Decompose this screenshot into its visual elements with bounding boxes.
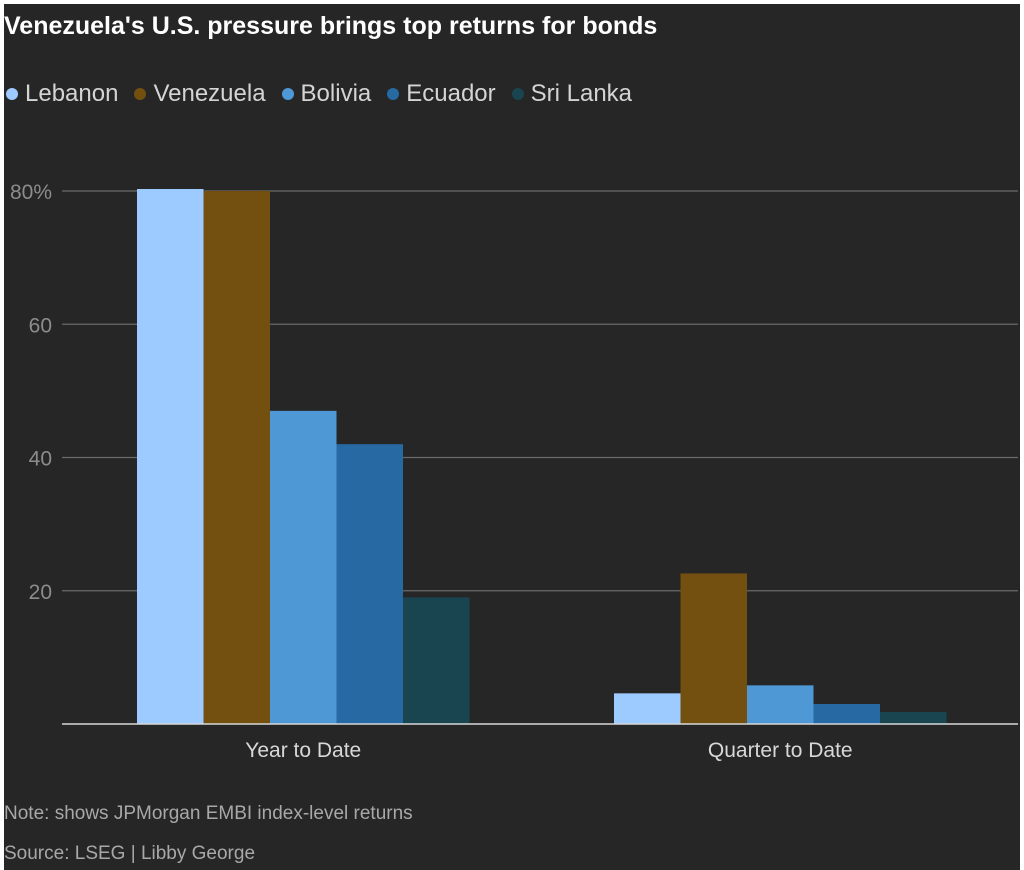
bar-bolivia [747,685,814,724]
x-category-label: Quarter to Date [708,739,853,762]
bar-venezuela [680,573,747,724]
legend-label-ecuador: Ecuador [406,80,496,107]
chart-title: Venezuela's U.S. pressure brings top ret… [4,12,658,40]
legend-item-bolivia: Bolivia [281,80,372,108]
y-tick-label: 40 [29,448,52,471]
bar-lebanon [614,693,681,724]
bar-sri-lanka [880,712,947,724]
y-tick-label: 20 [29,581,52,604]
bar-sri-lanka [403,597,470,724]
legend-item-ecuador: Ecuador [387,80,496,108]
legend-label-sri-lanka: Sri Lanka [530,80,633,107]
legend-swatch-venezuela [134,88,147,100]
y-tick-label: 80% [10,181,52,204]
legend-item-lebanon: Lebanon [6,80,118,108]
x-category-label: Year to Date [245,739,361,762]
legend-swatch-lebanon [6,88,18,100]
bar-lebanon [137,189,204,725]
legend-label-bolivia: Bolivia [300,80,372,107]
chart-source: Source: LSEG | Libby George [4,843,256,864]
chart-note: Note: shows JPMorgan EMBI index-level re… [4,803,413,824]
legend-label-venezuela: Venezuela [153,80,266,107]
bar-ecuador [336,444,403,724]
bar-ecuador [813,704,880,724]
chart-legend: Lebanon Venezuela Bolivia Ecuador Sri La… [6,80,648,108]
bar-venezuela [203,191,270,724]
legend-swatch-ecuador [387,88,400,100]
y-tick-label: 60 [29,314,52,337]
legend-label-lebanon: Lebanon [25,80,119,107]
legend-swatch-bolivia [281,88,294,100]
bar-bolivia [270,410,337,724]
legend-item-venezuela: Venezuela [134,80,266,108]
legend-item-sri-lanka: Sri Lanka [511,80,633,108]
legend-swatch-sri-lanka [511,88,524,100]
